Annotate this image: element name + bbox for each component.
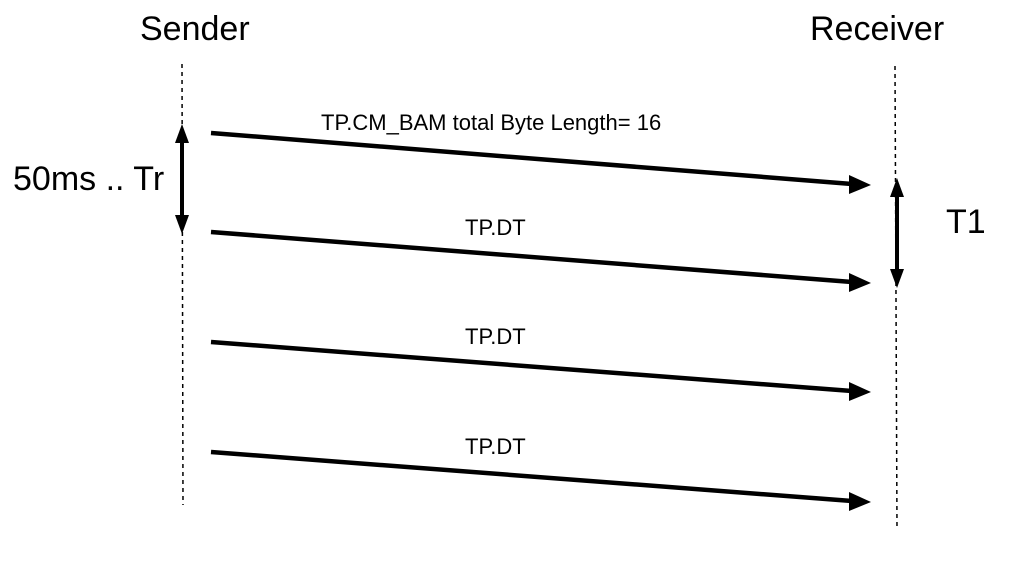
sender-interval-arrow <box>175 124 189 234</box>
receiver-title: Receiver <box>810 10 945 48</box>
message-arrow-1 <box>210 130 871 194</box>
message-label-2: TP.DT <box>465 215 526 240</box>
receiver-timeout-arrow <box>890 178 904 288</box>
sender-interval-label: 50ms .. Tr <box>13 160 165 198</box>
receiver-lifeline <box>894 65 898 531</box>
message-arrow-3 <box>210 339 871 401</box>
message-arrow-4 <box>210 449 871 511</box>
receiver-timeout-label: T1 <box>946 203 986 241</box>
message-label-3: TP.DT <box>465 324 526 349</box>
message-arrow-2 <box>210 229 871 292</box>
message-label-4: TP.DT <box>465 434 526 459</box>
message-label-1: TP.CM_BAM total Byte Length= 16 <box>321 110 662 135</box>
sender-title: Sender <box>140 10 250 48</box>
